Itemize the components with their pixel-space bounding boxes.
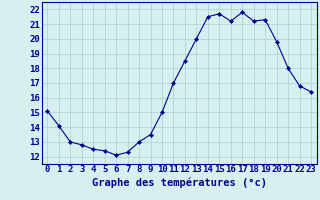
X-axis label: Graphe des températures (°c): Graphe des températures (°c) xyxy=(92,177,267,188)
